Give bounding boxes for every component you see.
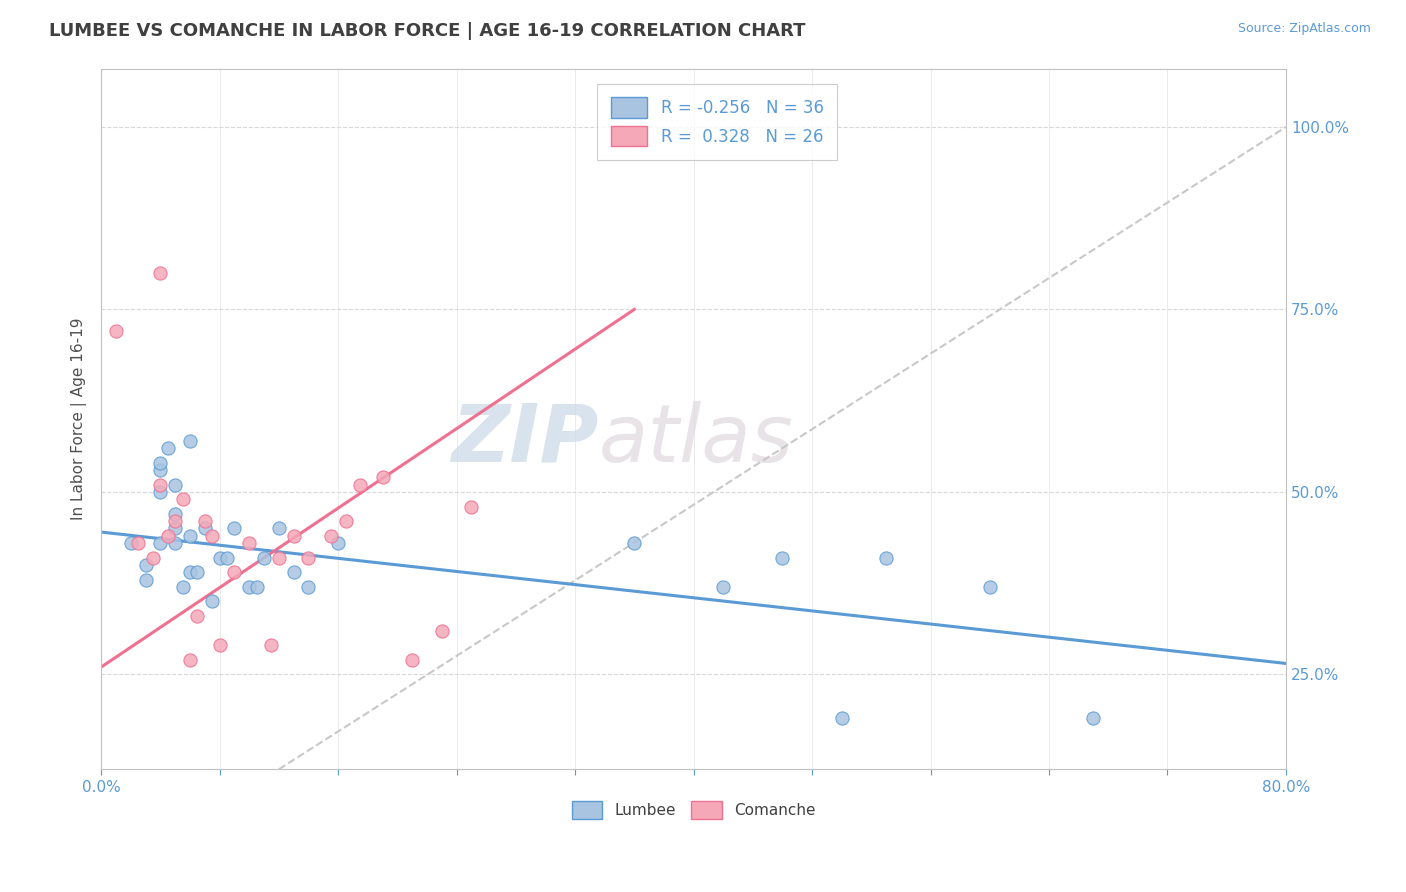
Y-axis label: In Labor Force | Age 16-19: In Labor Force | Age 16-19 (72, 318, 87, 520)
Point (179, 529, 201, 543)
Point (371, 470, 394, 484)
Point (186, 565, 208, 579)
Point (297, 550, 319, 565)
Point (172, 492, 194, 507)
Point (267, 550, 290, 565)
Point (165, 477, 187, 491)
Point (156, 529, 179, 543)
Point (135, 573, 157, 587)
Point (224, 521, 246, 535)
Text: Source: ZipAtlas.com: Source: ZipAtlas.com (1237, 22, 1371, 36)
Point (179, 565, 201, 579)
Point (335, 514, 357, 528)
Point (120, 536, 142, 550)
Point (238, 580, 260, 594)
Point (179, 653, 201, 667)
Point (430, 624, 453, 638)
Point (246, 580, 269, 594)
Point (770, 550, 793, 565)
Point (875, 550, 897, 565)
Point (215, 550, 238, 565)
Point (186, 609, 208, 624)
Point (711, 580, 734, 594)
Point (831, 711, 853, 725)
Point (135, 558, 157, 572)
Point (165, 514, 187, 528)
Point (165, 507, 187, 521)
Point (283, 529, 305, 543)
Point (149, 456, 172, 470)
Point (149, 266, 172, 280)
Point (149, 463, 172, 477)
Point (283, 565, 305, 579)
Point (127, 536, 149, 550)
Point (224, 565, 246, 579)
Point (208, 550, 231, 565)
Point (260, 638, 283, 652)
Point (201, 529, 224, 543)
Point (149, 484, 172, 499)
Point (149, 477, 172, 491)
Point (179, 434, 201, 448)
Point (1083, 711, 1105, 725)
Point (238, 536, 260, 550)
Point (349, 477, 371, 491)
Text: atlas: atlas (599, 401, 793, 479)
Point (253, 550, 276, 565)
Point (194, 521, 217, 535)
Point (297, 580, 319, 594)
Point (165, 521, 187, 535)
Point (142, 550, 165, 565)
Point (326, 536, 349, 550)
Text: ZIP: ZIP (451, 401, 599, 479)
Point (208, 638, 231, 652)
Point (979, 580, 1001, 594)
Point (156, 441, 179, 455)
Point (149, 536, 172, 550)
Point (401, 653, 423, 667)
Point (194, 514, 217, 528)
Point (319, 529, 342, 543)
Point (267, 521, 290, 535)
Point (623, 536, 645, 550)
Point (104, 324, 127, 338)
Point (172, 580, 194, 594)
Text: LUMBEE VS COMANCHE IN LABOR FORCE | AGE 16-19 CORRELATION CHART: LUMBEE VS COMANCHE IN LABOR FORCE | AGE … (49, 22, 806, 40)
Point (165, 536, 187, 550)
Point (460, 500, 482, 514)
Point (201, 594, 224, 608)
Legend: Lumbee, Comanche: Lumbee, Comanche (565, 795, 821, 825)
